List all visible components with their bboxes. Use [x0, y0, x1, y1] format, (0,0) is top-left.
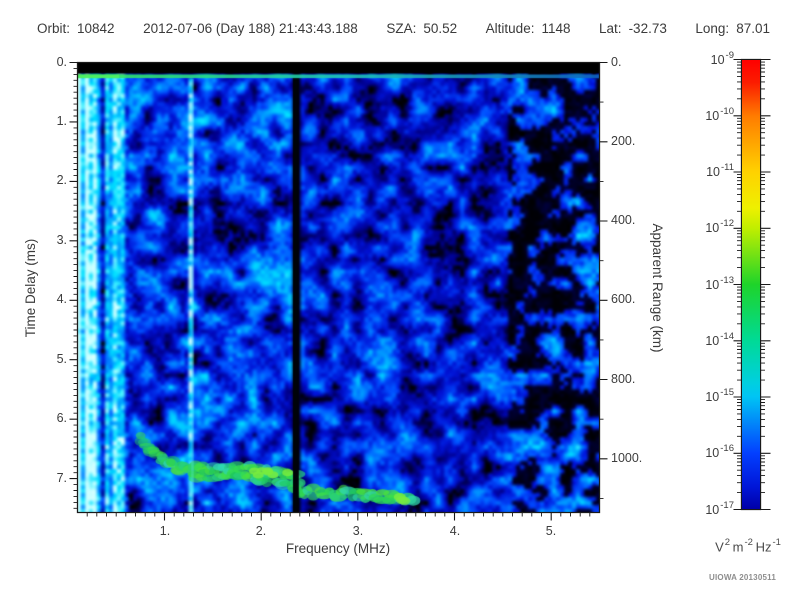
- colorbar-tick-label: 10-17: [705, 500, 734, 518]
- header-field-label: SZA:: [386, 21, 417, 36]
- y-right-tick-label: 200.: [611, 134, 636, 148]
- x-tick-label: 2.: [255, 524, 267, 538]
- x-tick-label: 4.: [449, 524, 461, 538]
- x-tick-label: 3.: [352, 524, 364, 538]
- colorbar-tick-label: 10-11: [706, 162, 734, 180]
- y-left-tick-label: 1.: [56, 114, 67, 128]
- header-readout: Orbit: 10842 2012-07-06 (Day 188) 21:43:43…: [37, 21, 770, 36]
- header-field: Orbit: 10842: [37, 21, 115, 36]
- y-right-tick-label: 1000.: [611, 451, 643, 465]
- header-field-value: 87.01: [736, 21, 770, 36]
- y-left-tick-label: 5.: [56, 352, 67, 366]
- y-left-tick-label: 6.: [56, 411, 67, 425]
- y-right-tick-label: 400.: [611, 213, 636, 227]
- colorbar-tick-label: 10-14: [705, 331, 734, 349]
- colorbar-gradient: [742, 60, 760, 509]
- header-field-label: Altitude:: [485, 21, 535, 36]
- x-tick-label: 5.: [545, 524, 557, 538]
- header-field: Lat: -32.73: [599, 21, 667, 36]
- x-tick-label: 1.: [159, 524, 171, 538]
- header-field: Long: 87.01: [695, 21, 770, 36]
- header-field-value: 10842: [77, 21, 115, 36]
- y-left-tick-label: 0.: [56, 55, 67, 69]
- y-left-tick-label: 3.: [56, 233, 67, 247]
- header-field: Altitude: 1148: [486, 21, 571, 36]
- credit-text: UIOWA 20130511: [709, 573, 776, 582]
- header-field-value: 2012-07-06 (Day 188) 21:43:43.188: [143, 21, 358, 36]
- header-field: SZA: 50.52: [386, 21, 457, 36]
- header-field-value: -32.73: [628, 21, 667, 36]
- colorbar-tick-label: 10-16: [705, 443, 734, 461]
- colorbar-units-label: V2 m-2 Hz-1: [715, 537, 781, 555]
- header-field-label: Lat:: [599, 21, 622, 36]
- y-axis-title-left: Time Delay (ms): [23, 238, 38, 338]
- y-left-tick-label: 2.: [56, 173, 67, 187]
- x-axis-title: Frequency (MHz): [285, 541, 391, 556]
- y-axis-title-right: Apparent Range (km): [650, 223, 665, 353]
- y-right-tick-label: 600.: [611, 292, 636, 306]
- colorbar-tick-label: 10-10: [705, 106, 734, 124]
- header-field-label: Orbit:: [37, 21, 71, 36]
- header-field-value: 1148: [541, 21, 571, 36]
- y-left-tick-label: 4.: [56, 292, 67, 306]
- colorbar-tick-label: 10-15: [705, 387, 734, 405]
- colorbar-tick-label: 10-9: [710, 50, 734, 68]
- colorbar-tick-label: 10-13: [705, 275, 734, 293]
- header-field: 2012-07-06 (Day 188) 21:43:43.188: [143, 21, 358, 36]
- header-field-value: 50.52: [423, 21, 458, 36]
- y-left-tick-label: 7.: [56, 471, 67, 485]
- y-right-tick-label: 800.: [611, 372, 636, 386]
- header-field-label: Long:: [695, 21, 730, 36]
- spectrogram-canvas: [77, 62, 600, 513]
- colorbar-tick-label: 10-12: [705, 218, 734, 236]
- y-right-tick-label: 0.: [611, 55, 622, 69]
